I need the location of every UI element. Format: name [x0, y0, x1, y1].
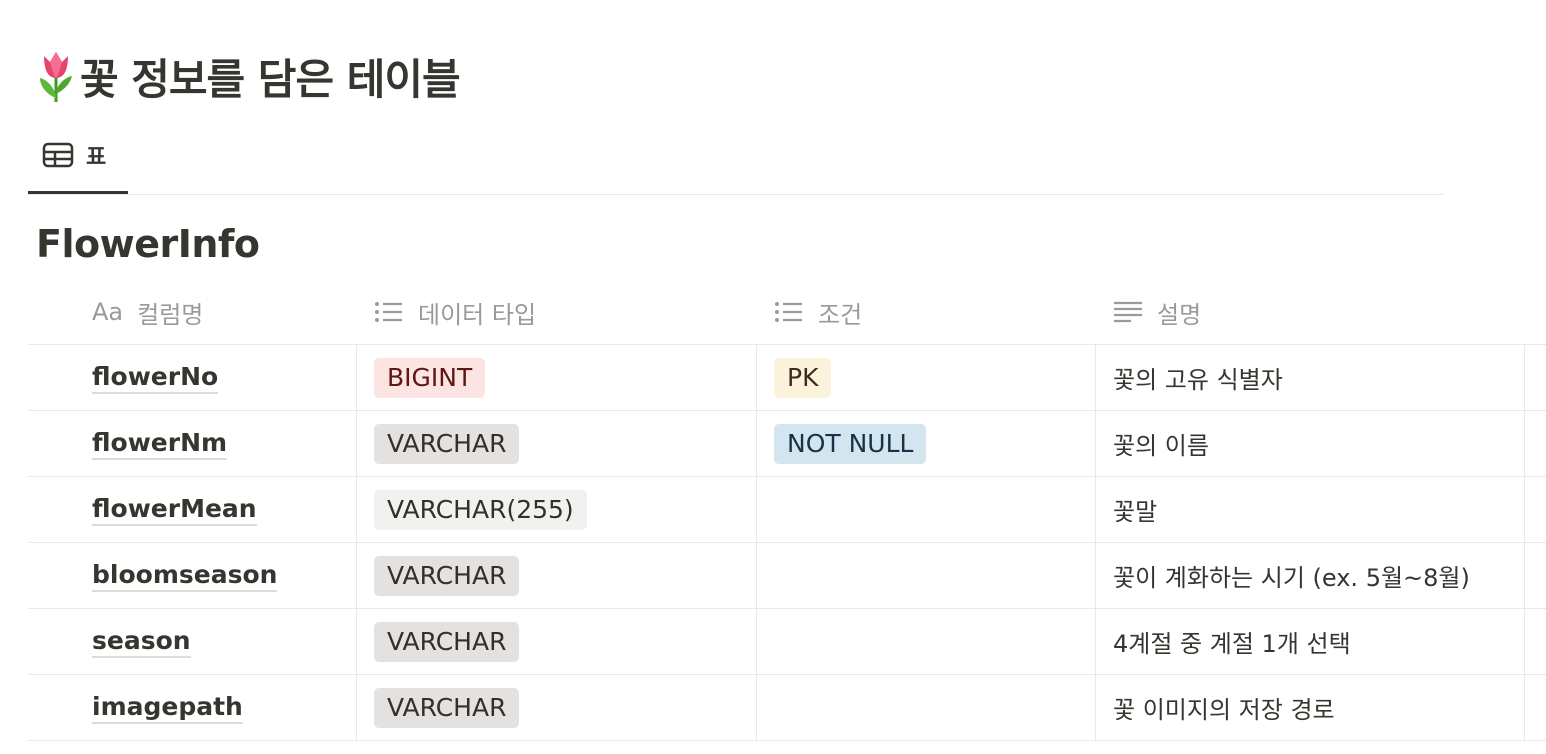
cell-description[interactable]: 꽃의 고유 식별자 [1095, 345, 1525, 410]
database-title[interactable]: FlowerInfo [36, 222, 260, 266]
text-lines-icon [1114, 301, 1142, 323]
cell-data-type[interactable]: VARCHAR(255) [356, 477, 756, 542]
cell-column-name: season [28, 609, 356, 674]
table-row[interactable]: imagepath VARCHAR 꽃 이미지의 저장 경로 [28, 675, 1546, 741]
multi-select-icon [775, 302, 802, 322]
table-row[interactable]: season VARCHAR 4계절 중 계절 1개 선택 [28, 609, 1546, 675]
cell-description[interactable]: 꽃말 [1095, 477, 1525, 542]
page-title-text: 꽃 정보를 담은 테이블 [80, 54, 461, 104]
cell-constraint[interactable]: NOT NULL [756, 411, 1095, 476]
multi-select-icon [375, 302, 402, 322]
cell-constraint[interactable] [756, 543, 1095, 608]
column-header-constraint[interactable]: 조건 [774, 280, 862, 344]
data-type-tag[interactable]: BIGINT [374, 357, 486, 398]
data-type-tag[interactable]: VARCHAR [374, 555, 520, 596]
description-text: 4계절 중 계절 1개 선택 [1113, 630, 1351, 658]
aa-text-icon: Aa [92, 298, 124, 326]
column-name-link[interactable]: flowerNo [92, 362, 219, 394]
cell-constraint[interactable] [756, 609, 1095, 674]
column-header-description[interactable]: 설명 [1113, 280, 1201, 344]
tulip-icon [40, 52, 72, 102]
table-header: Aa 컬럼명 데이터 타입 조건 [28, 280, 1546, 345]
description-text: 꽃의 이름 [1113, 432, 1209, 460]
column-name-link[interactable]: imagepath [92, 692, 243, 724]
column-name-link[interactable]: flowerMean [92, 494, 257, 526]
tab-table[interactable]: 표 [28, 128, 128, 194]
description-text: 꽃의 고유 식별자 [1113, 366, 1283, 394]
view-tabs: 표 [28, 128, 1444, 195]
description-text: 꽃말 [1113, 498, 1158, 526]
column-name-link[interactable]: bloomseason [92, 560, 278, 592]
tab-label: 표 [86, 144, 107, 170]
data-type-tag[interactable]: VARCHAR [374, 621, 520, 662]
table-body: flowerNo BIGINT PK 꽃의 고유 식별자 flowerNm VARCHAR… [28, 345, 1546, 741]
cell-data-type[interactable]: VARCHAR [356, 543, 756, 608]
cell-data-type[interactable]: BIGINT [356, 345, 756, 410]
cell-column-name: imagepath [28, 675, 356, 740]
table-row[interactable]: bloomseason VARCHAR 꽃이 계화하는 시기 (ex. 5월~8월) [28, 543, 1546, 609]
description-text: 꽃이 계화하는 시기 (ex. 5월~8월) [1113, 564, 1470, 592]
table-icon [42, 142, 74, 167]
cell-constraint[interactable] [756, 477, 1095, 542]
constraint-tag[interactable]: NOT NULL [774, 423, 927, 464]
cell-description[interactable]: 꽃이 계화하는 시기 (ex. 5월~8월) [1095, 543, 1525, 608]
page-title: 꽃 정보를 담은 테이블 [36, 46, 461, 106]
column-header-type[interactable]: 데이터 타입 [374, 280, 536, 344]
cell-column-name: flowerNm [28, 411, 356, 476]
cell-data-type[interactable]: VARCHAR [356, 609, 756, 674]
cell-data-type[interactable]: VARCHAR [356, 411, 756, 476]
data-type-tag[interactable]: VARCHAR [374, 687, 520, 728]
cell-description[interactable]: 4계절 중 계절 1개 선택 [1095, 609, 1525, 674]
column-name-link[interactable]: season [92, 626, 191, 658]
cell-description[interactable]: 꽃 이미지의 저장 경로 [1095, 675, 1525, 740]
cell-data-type[interactable]: VARCHAR [356, 675, 756, 740]
description-text: 꽃 이미지의 저장 경로 [1113, 696, 1335, 724]
data-type-tag[interactable]: VARCHAR [374, 423, 520, 464]
constraint-tag[interactable]: PK [774, 357, 832, 398]
table-row[interactable]: flowerNo BIGINT PK 꽃의 고유 식별자 [28, 345, 1546, 411]
cell-constraint[interactable] [756, 675, 1095, 740]
cell-constraint[interactable]: PK [756, 345, 1095, 410]
table-row[interactable]: flowerNm VARCHAR NOT NULL 꽃의 이름 [28, 411, 1546, 477]
data-type-tag[interactable]: VARCHAR(255) [374, 489, 587, 530]
cell-column-name: flowerNo [28, 345, 356, 410]
table-row[interactable]: flowerMean VARCHAR(255) 꽃말 [28, 477, 1546, 543]
column-header-name[interactable]: Aa 컬럼명 [92, 298, 204, 329]
cell-column-name: bloomseason [28, 543, 356, 608]
database-table: Aa 컬럼명 데이터 타입 조건 [28, 280, 1546, 741]
cell-description[interactable]: 꽃의 이름 [1095, 411, 1525, 476]
cell-column-name: flowerMean [28, 477, 356, 542]
column-name-link[interactable]: flowerNm [92, 428, 228, 460]
